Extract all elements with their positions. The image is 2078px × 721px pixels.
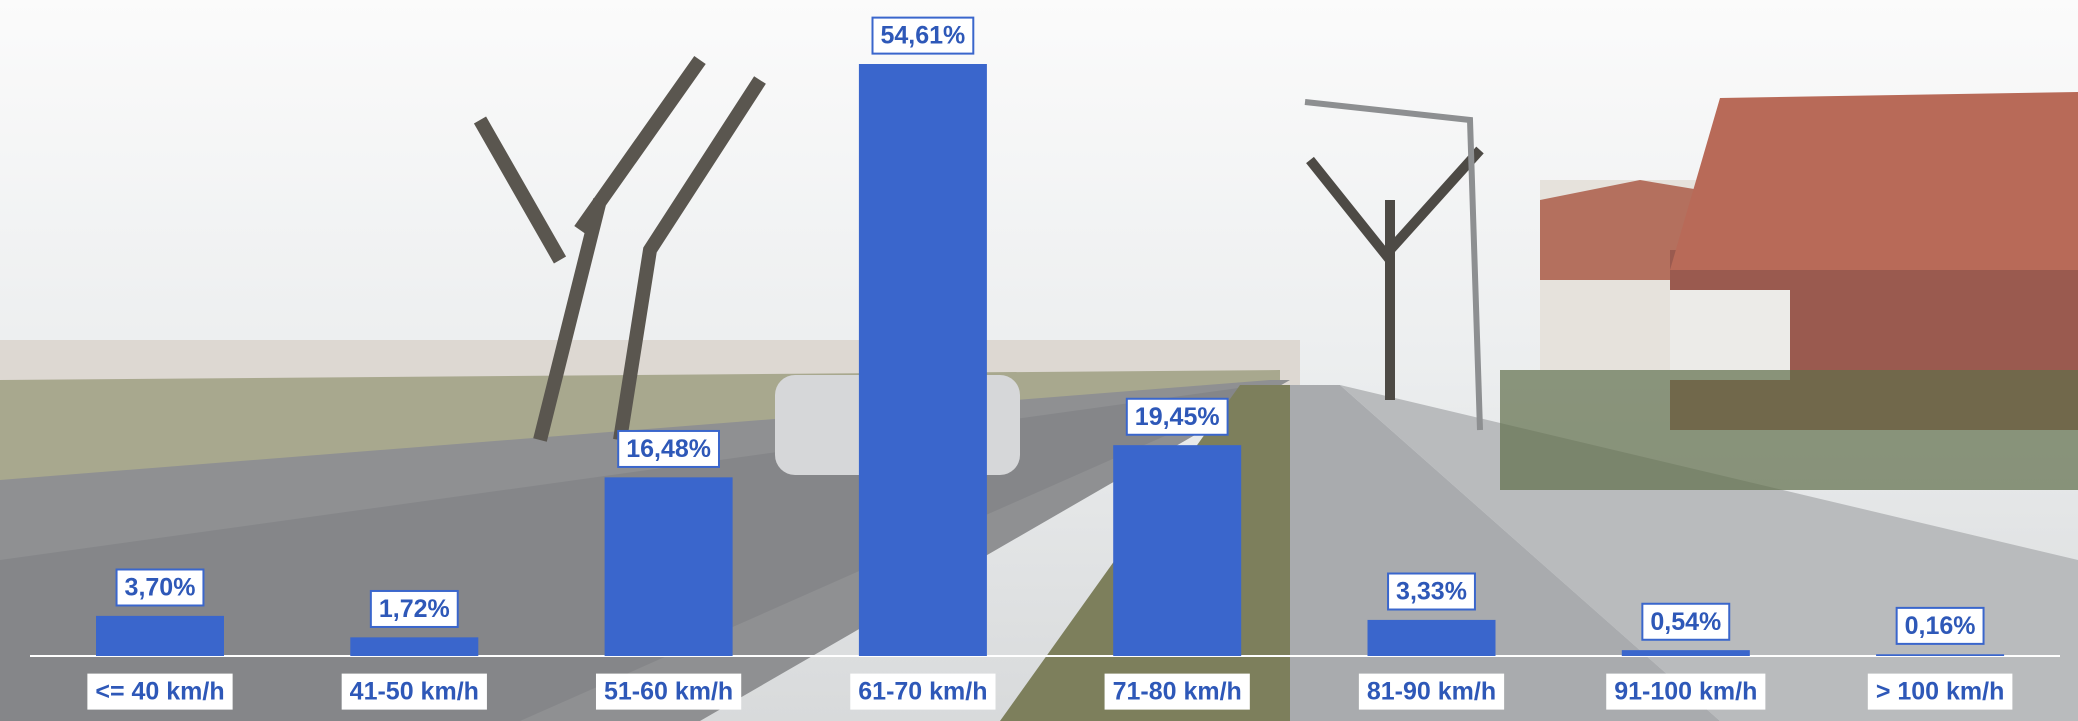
x-tick-label: <= 40 km/h [95, 678, 224, 706]
bar [1621, 650, 1750, 656]
x-tick-label: 71-80 km/h [1113, 678, 1242, 706]
x-tick-label-box [1606, 673, 1766, 710]
x-tick-label: 81-90 km/h [1367, 678, 1496, 706]
value-label: 3,33% [1396, 578, 1467, 606]
value-label-box [1125, 397, 1229, 436]
value-label-box [1387, 572, 1476, 611]
x-tick-label-box [850, 673, 996, 710]
value-label: 54,61% [881, 22, 966, 50]
value-label-box [115, 568, 205, 607]
value-label: 0,54% [1650, 608, 1721, 636]
value-label: 16,48% [626, 435, 711, 463]
x-tick-label: > 100 km/h [1876, 678, 2005, 706]
x-tick-label: 91-100 km/h [1614, 678, 1757, 706]
bar [1113, 445, 1242, 656]
x-tick-label-box [595, 673, 742, 710]
x-tick-label-box [1867, 673, 2013, 710]
bar [350, 637, 479, 656]
value-label-box [617, 429, 720, 468]
value-label: 0,16% [1905, 612, 1976, 640]
x-tick-label-box [1358, 673, 1505, 710]
bar [1876, 654, 2005, 656]
x-tick-label: 61-70 km/h [858, 678, 987, 706]
bar [96, 615, 224, 656]
x-tick-label-box [87, 673, 233, 710]
bar [1367, 619, 1496, 656]
x-tick-label-box [1104, 673, 1250, 710]
bar [604, 477, 733, 656]
x-tick-label: 51-60 km/h [604, 678, 733, 706]
value-label: 3,70% [125, 573, 196, 601]
x-tick-label-box [341, 673, 487, 710]
value-label-box [871, 16, 975, 55]
value-label: 19,45% [1135, 403, 1220, 431]
value-label-box [1641, 602, 1731, 641]
value-label-box [1895, 606, 1985, 645]
bar [858, 64, 987, 656]
x-tick-label: 41-50 km/h [350, 678, 479, 706]
value-label-box [369, 589, 459, 628]
value-label: 1,72% [379, 595, 450, 623]
